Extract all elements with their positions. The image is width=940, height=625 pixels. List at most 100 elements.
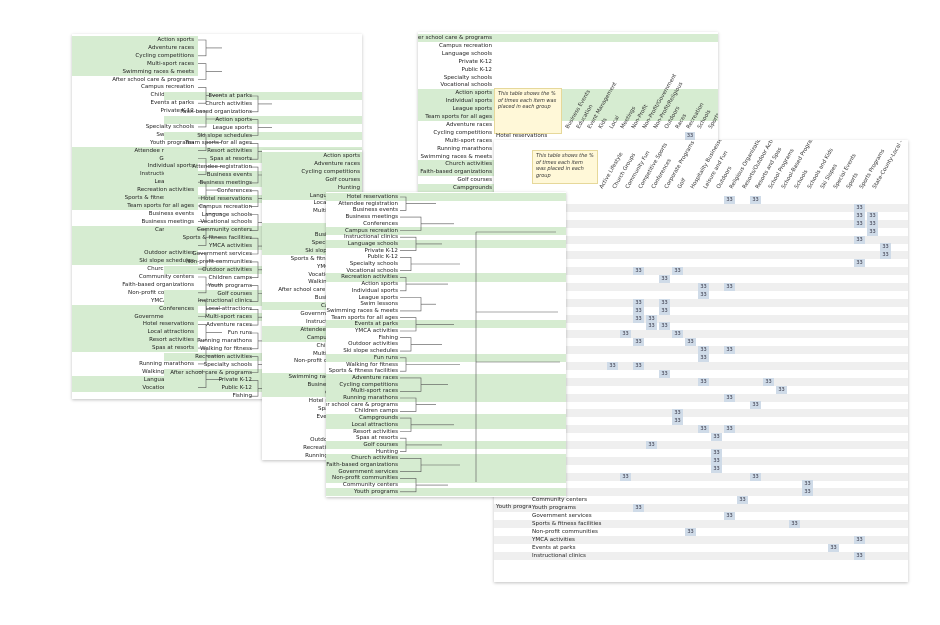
panel-d-item: Swimming races & meets [326,307,398,314]
panel-e-value-cell: 33 [854,535,865,544]
panel-e-matrix-row: 33 [494,227,908,236]
panel-d-item: After school care & programs [326,401,398,408]
panel-b-item: Action sports [262,152,362,161]
panel-d-item: Golf courses [326,440,566,450]
panel-d-item: Specialty schools [349,261,398,267]
panel-e-value-cell: 33 [867,227,878,236]
panel-d-item: Attendee registration [338,200,398,207]
panel-e-matrix-row: 33 33 [494,330,908,339]
panel-e-value-cell: 33 [659,298,670,307]
panel-e-value-cell: 33 [854,211,865,220]
panel-d-item: Children camps [354,408,398,415]
panel-c-left-item: Public K-12 [461,66,492,73]
panel-a-right-item: Walking for fitness [200,345,252,352]
panel-d-item: League sports [358,294,399,301]
panel-d-item: Public K-12 [367,254,398,261]
panel-e-matrix-row: Sports & fitness facilities 33 [494,519,908,529]
panel-e-matrix-row: YMCA activities 33 [494,535,908,544]
panel-a-left-item: Running marathons [139,360,194,367]
panel-e-matrix-row: 33 [494,243,908,252]
panel-e-value-cell: 33 [646,322,657,331]
panel-d-item: Ski slope schedules [343,348,398,355]
panel-a-left-item: Campus recreation [140,84,194,91]
panel-a-left-item: Non-profit communities [128,289,194,296]
panel-e-value-cell: 33 [854,259,865,268]
panel-e-matrix-row: 33 [494,448,908,457]
panel-e-value-cell: 33 [828,543,839,552]
panel-e-value-cell: 33 [854,235,865,244]
panel-c-note: This table shows the % of times each ite… [494,88,562,134]
panel-e-value-cell: 33 [698,346,709,355]
panel-e-value-cell: 33 [789,519,800,529]
panel-a-right-item: Children camps [208,274,252,281]
panel-a-left-item: Community centers [138,274,194,280]
panel-d-item: Youth programs [326,487,566,496]
panel-e-value-cell: 33 [750,472,761,481]
panel-a-right-item: Fun runs [227,330,252,336]
panel-e-value-cell: 33 [802,480,813,489]
panel-c-left-item: Specialty schools [443,74,492,81]
panel-a-right-item: Government services [192,251,252,257]
panel-c-left-item: Team sports for all ages [418,113,718,122]
panel-e-note: This table shows the % of times each ite… [532,150,598,184]
panel-e-value-cell: 33 [659,306,670,315]
panel-c-left-item: Multi-sport races [444,137,492,144]
panel-e-matrix-row: Government services 33 [494,512,908,521]
panel-e-value-cell: 33 [698,377,709,386]
panel-a-right-item: Specialty schools [203,361,252,368]
panel-d-item: Outdoor activities [348,341,398,348]
panel-a-left-item: Outdoor activities [72,249,198,258]
panel-e-matrix-row: 33 33 [494,472,908,481]
panel-c-left-item: Vocational schools [440,82,492,89]
panel-e-value-cell: 33 [724,393,735,402]
panel-a-left-item: Spas at resorts [72,344,198,353]
panel-e-matrix-row: 33 [494,369,908,378]
panel-e-value-cell: 33 [750,401,761,410]
panel-e-matrix-row: 33 33 [494,196,908,205]
panel-a-left-item: Swimming races & meets [72,67,198,76]
panel-e-matrix-row: 33 [494,464,908,473]
panel-a-right-item: Running marathons [197,337,252,344]
panel-b-item: Hunting [262,183,362,192]
panel-c-left-item: Adventure races [446,121,492,128]
panel-a-left-item: Specialty schools [145,123,194,130]
panel-d-item: Hotel reservations [326,193,566,202]
panel-e-matrix-row: 33 [494,290,908,299]
panel-e-value-cell: 33 [659,275,670,284]
panel-e-matrix-row: 33 [494,401,908,410]
panel-e-matrix-row: 33 [494,393,908,402]
panel-a-left-item: Multi-sport races [72,59,198,68]
panel-a-left-item: Team sports for all ages [72,201,198,211]
panel-e-matrix-row: 33 [494,409,908,418]
panel-e-matrix-row: Community centers 33 [494,496,908,505]
panel-c-left-item: Cycling competitions [433,129,492,136]
panel-d-item: Language schools [326,239,566,249]
panel-e-row-label: YMCA activities [532,536,575,543]
panel-e-value-cell: 33 [711,464,722,473]
panel-e-matrix-row: 33 33 [494,306,908,315]
panel-c-left-item: Campus recreation [438,42,492,49]
panel-e-matrix-row: 33 33 [494,361,908,371]
panel-e-value-cell: 33 [633,267,644,276]
panel-c-left-item: Golf courses [457,177,492,184]
panel-e-value-cell: 33 [724,512,735,521]
panel-e-column-header: Sports [845,172,860,190]
panel-d-item: YMCA activities [355,328,398,334]
panel-e-matrix-row: 33 33 [494,425,908,434]
panel-e-value-cell: 33 [880,243,891,252]
panel-a-left-item: Recreation activities [72,186,198,195]
panel-a-left-item: Individual sports [72,162,198,171]
connector-line [198,63,222,80]
panel-d-item: Instructional clinics [344,234,398,241]
panel-d-item: Conferences [363,220,398,227]
panel-e-value-cell: 33 [880,251,891,260]
panel-c-value-cell: 33 [685,132,695,141]
panel-c-left-item: Swimming races & meets [420,153,492,160]
panel-e-value-cell: 33 [685,338,696,347]
panel-d-item: Team sports for all ages [331,314,398,321]
panel-b-item: After school care & programs [278,287,360,294]
panel-e-value-cell: 33 [854,219,865,228]
panel-e-matrix-row: 33 33 [494,282,908,292]
panel-e-value-cell: 33 [659,369,670,378]
panel-e-value-cell: 33 [633,314,644,323]
